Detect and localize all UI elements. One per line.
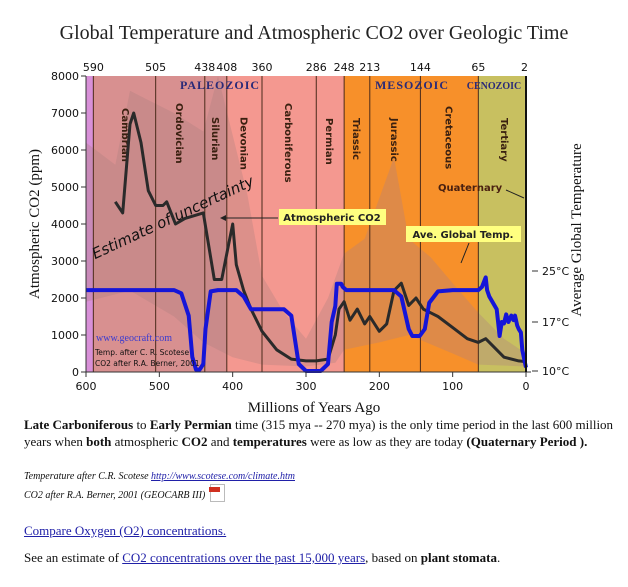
uncertainty-band (86, 76, 526, 367)
text-span: and (207, 434, 233, 449)
y2-tick-label: 10°C (542, 365, 569, 378)
y-tick-label: 0 (72, 366, 79, 379)
bold-co2: CO2 (181, 434, 208, 449)
oxygen-paragraph: Compare Oxygen (O2) concentrations. (24, 522, 614, 539)
band-cretaceous (420, 76, 479, 372)
chart: 590 505 438 408 360 286 248 213 144 65 2 PALEOZOIC… (27, 61, 585, 415)
description: Late Carboniferous to Early Permian time… (24, 416, 614, 566)
bold-early-permian: Early Permian (149, 417, 232, 432)
chart-title: Global Temperature and Atmospheric CO2 o… (59, 22, 569, 44)
x-axis-title: Millions of Years Ago (248, 400, 381, 415)
geocraft-credit: www.geocraft.com (96, 333, 172, 344)
band-precambrian (86, 76, 94, 372)
boundary-tick-label: 286 (306, 61, 327, 74)
y-tick-label: 1000 (51, 329, 79, 342)
boundary-tick-label: 65 (471, 61, 485, 74)
co2-callout-label: Atmospheric CO2 (283, 213, 380, 224)
era-label-cenozoic: CENOZOIC (467, 81, 521, 92)
x-tick-label: 200 (369, 380, 390, 393)
text-span: See an estimate of (24, 550, 123, 565)
text-span: to (133, 417, 150, 432)
x-tick-label: 100 (442, 380, 463, 393)
y-tick-label: 2000 (51, 292, 79, 305)
text-span: . (496, 550, 501, 565)
period-label-silurian: Silurian (209, 117, 220, 160)
y2-tick-label: 17°C (542, 316, 569, 329)
boundary-tick-label: 248 (334, 61, 355, 74)
bold-quaternary-period: (Quaternary Period ). (466, 434, 588, 449)
bold-both: both (86, 434, 112, 449)
text-span: were as low as they are today (306, 434, 467, 449)
x-tick-label: 400 (222, 380, 243, 393)
band-ordovician (155, 76, 205, 372)
period-label-ordovician: Ordovician (173, 103, 184, 164)
x-tick-label: 300 (296, 380, 317, 393)
period-label-cambrian: Cambrian (119, 108, 130, 162)
period-label-carboniferous: Carboniferous (282, 103, 293, 183)
period-boundaries: 590 505 438 408 360 286 248 213 144 65 2 (83, 61, 528, 372)
credit-text: CO2 after R.A. Berner, 2001 (GEOCARB III… (24, 490, 206, 501)
x-tick-label: 0 (523, 380, 530, 393)
co2-callout-arrowhead (220, 215, 226, 221)
band-cambrian (93, 76, 156, 372)
y-axis-title: Atmospheric CO2 (ppm) (27, 149, 43, 299)
period-label-devonian: Devonian (237, 117, 248, 170)
boundary-tick-label: 590 (83, 61, 104, 74)
berner-credit: CO2 after R.A. Berner, 2001 (95, 359, 200, 368)
bold-plant-stomata: plant stomata (420, 550, 497, 565)
y-tick-label: 6000 (51, 144, 79, 157)
scotese-link[interactable]: http://www.scotese.com/climate.htm (151, 471, 295, 482)
text-span: , based on (365, 550, 421, 565)
co2-callout-box (279, 209, 386, 225)
scotese-credit: Temp. after C. R. Scotese (94, 348, 190, 357)
y-tick-label: 4000 (51, 218, 79, 231)
y-tick-label: 7000 (51, 107, 79, 120)
credit-temperature: Temperature after C.R. Scotese http://ww… (24, 469, 614, 484)
x-tick-label: 600 (76, 380, 97, 393)
text-span: time (315 mya -- 270 mya) is the only ti… (24, 417, 614, 449)
period-label-permian: Permian (323, 118, 334, 165)
credit-text: Temperature after C.R. Scotese (24, 471, 152, 482)
era-label-paleozoic: PALEOZOIC (180, 78, 260, 92)
uncertainty-band-area (86, 76, 526, 367)
paragraph-quaternary: Late Carboniferous to Early Permian time… (24, 416, 614, 450)
co2-15000-years-link[interactable]: CO2 concentrations over the past 15,000 … (122, 550, 366, 565)
period-label-triassic: Triassic (350, 118, 361, 160)
boundary-tick-label: 213 (359, 61, 380, 74)
period-label-jurassic: Jurassic (388, 117, 399, 162)
boundary-tick-label: 438 (194, 61, 215, 74)
bold-late-carboniferous: Late Carboniferous (24, 417, 134, 432)
y2-axis-title: Average Global Temperature (569, 143, 585, 317)
temp-callout-label: Ave. Global Temp. (413, 230, 514, 241)
y-tick-label: 5000 (51, 181, 79, 194)
boundary-tick-label: 144 (410, 61, 431, 74)
boundary-tick-label: 2 (521, 61, 528, 74)
era-label-mesozoic: MESOZOIC (375, 78, 449, 92)
text-span: atmospheric (111, 434, 182, 449)
boundary-tick-label: 360 (252, 61, 273, 74)
bold-temperatures: temperatures (232, 434, 307, 449)
period-labels: PALEOZOIC MESOZOIC CENOZOIC Cambrian Ordovic… (119, 78, 521, 183)
stomata-paragraph: See an estimate of CO2 concentrations ov… (24, 549, 614, 566)
credit-co2: CO2 after R.A. Berner, 2001 (GEOCARB III… (24, 484, 614, 503)
quaternary-callout-label: Quaternary (438, 183, 503, 194)
period-label-tertiary: Tertiary (498, 118, 509, 162)
y2-tick-label: 25°C (542, 265, 569, 278)
boundary-tick-label: 505 (145, 61, 166, 74)
quaternary-callout-arrow (505, 189, 525, 199)
x-tick-label: 500 (149, 380, 170, 393)
y-tick-label: 8000 (51, 70, 79, 83)
temp-callout-box (406, 226, 521, 242)
temp-callout-arrow (460, 242, 470, 264)
boundary-tick-label: 408 (216, 61, 237, 74)
pdf-icon[interactable] (209, 484, 226, 502)
period-label-cretaceous: Cretaceous (442, 106, 453, 169)
compare-oxygen-link[interactable]: Compare Oxygen (O2) concentrations. (24, 523, 227, 538)
y-tick-label: 3000 (51, 255, 79, 268)
